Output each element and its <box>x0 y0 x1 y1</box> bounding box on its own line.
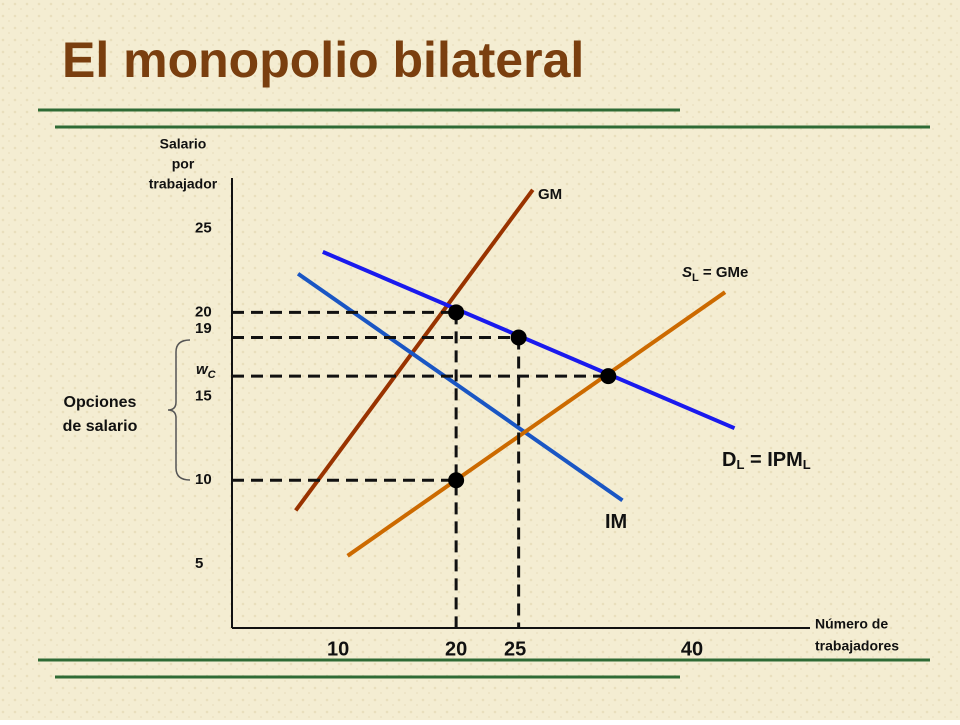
point <box>600 368 617 385</box>
rules <box>38 108 930 679</box>
y-tick-label: 20 <box>195 303 212 320</box>
x-tick-label: 25 <box>504 638 526 660</box>
series-label-part: D <box>722 449 736 471</box>
point <box>448 472 465 489</box>
series-label-part: IM <box>605 511 627 533</box>
annotation: de salario <box>63 418 138 435</box>
y-tick-label: 15 <box>195 387 212 404</box>
series-label-sub: L <box>736 457 744 472</box>
x-axis-title: Número de <box>815 616 888 632</box>
y-tick-label: wC <box>196 361 217 381</box>
y-tick-label: 19 <box>195 320 212 337</box>
series-label-sub: L <box>803 457 811 472</box>
y-axis-title: trabajador <box>149 176 218 192</box>
series-label: IM <box>605 511 627 533</box>
x-tick-label: 20 <box>445 638 467 660</box>
series-label-part: = GMe <box>699 264 749 281</box>
y-tick-label: 10 <box>195 471 212 488</box>
annotation: Opciones <box>64 394 137 411</box>
series-line <box>346 290 727 558</box>
point <box>510 329 527 346</box>
x-tick-label: 40 <box>681 638 703 660</box>
series-line <box>322 250 736 431</box>
series-label-part: = IPM <box>744 449 802 471</box>
y-tick-label: 5 <box>195 555 203 572</box>
series-label: DL​ = IPML​ <box>722 449 811 472</box>
slide-title: El monopolio bilateral <box>62 32 584 88</box>
point <box>448 304 465 321</box>
series-label-part: S <box>682 264 692 281</box>
bracket <box>167 339 191 481</box>
y-tick-label-sub: C <box>208 369 217 381</box>
y-axis-title: Salario <box>160 136 207 152</box>
x-tick-label: 10 <box>327 638 349 660</box>
series-label-sub: L <box>692 272 699 284</box>
series-label: SL​ = GMe <box>682 264 748 284</box>
y-tick-label: 25 <box>195 219 212 236</box>
x-axis-title: trabajadores <box>815 638 899 654</box>
series-label: GM <box>538 186 562 203</box>
series-line <box>294 188 535 512</box>
y-tick-label-main: w <box>196 361 209 378</box>
series-label-part: GM <box>538 186 562 203</box>
y-axis-title: por <box>172 156 195 172</box>
